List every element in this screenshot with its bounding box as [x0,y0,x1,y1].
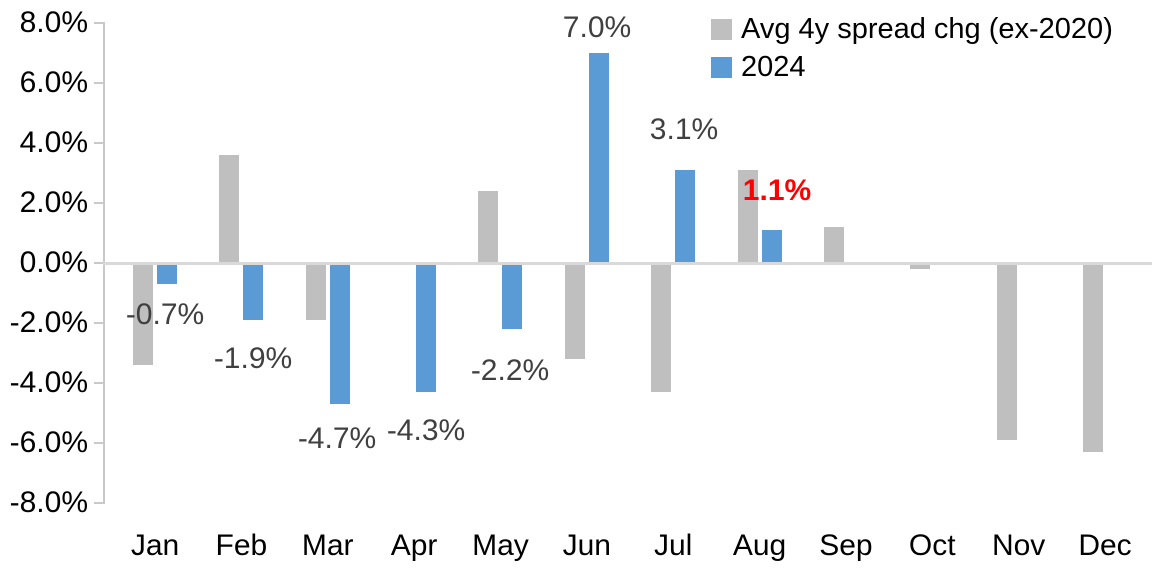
data-label-jul: 3.1% [649,113,719,146]
bar-2024-aug [761,230,782,263]
bar-2024-apr [416,263,437,392]
data-label-jun: 7.0% [562,11,632,44]
bar-2024-may [502,263,523,329]
bar-2024-jun [588,53,609,263]
data-label-aug: 1.1% [742,174,812,207]
x-axis-label-nov: Nov [991,529,1046,562]
x-axis-label-jul: Jul [653,529,693,562]
bar-avg-spread-feb [219,155,240,263]
y-axis-tick-mark [94,202,104,204]
data-label-may: -2.2% [470,354,550,387]
y-axis-tick-label: 8.0% [19,6,88,39]
y-axis-tick-mark [94,502,104,504]
x-axis-label-dec: Dec [1078,529,1132,562]
bar-avg-spread-mar [305,263,326,320]
data-label-mar: -4.7% [297,422,377,455]
bar-avg-spread-aug [737,170,758,263]
bar-avg-spread-jan [133,263,153,365]
y-axis-tick-label: -8.0% [9,486,88,519]
legend-item-avg-spread: Avg 4y spread chg (ex-2020) [711,10,1113,48]
bar-2024-jan [157,263,177,284]
y-axis-tick-mark [94,82,104,84]
bar-2024-feb [243,263,264,320]
x-axis-label-jan: Jan [130,529,180,562]
y-axis-tick-mark [94,142,104,144]
y-axis-tick-label: -2.0% [9,306,88,339]
bar-avg-spread-may [478,191,499,263]
bar-avg-spread-jul [651,263,672,392]
y-axis-tick-label: -6.0% [9,426,88,459]
data-label-feb: -1.9% [213,342,293,375]
bar-avg-spread-oct [910,263,931,269]
bar-2024-mar [329,263,350,404]
y-axis-tick-mark [94,382,104,384]
legend: Avg 4y spread chg (ex-2020) 2024 [711,10,1113,86]
y-axis-tick-mark [94,262,104,264]
x-axis-label-apr: Apr [390,529,438,562]
y-axis-tick-label: 0.0% [19,246,88,279]
x-axis-label-sep: Sep [819,529,873,562]
zero-gridline [103,262,1152,265]
legend-label-avg-spread: Avg 4y spread chg (ex-2020) [741,12,1113,45]
x-axis-label-may: May [472,529,529,562]
x-axis-label-jun: Jun [562,529,611,562]
legend-item-2024: 2024 [711,48,1113,86]
legend-swatch-2024 [711,56,732,78]
bar-avg-spread-jun [564,263,585,359]
y-axis-tick-mark [94,22,104,24]
y-axis-tick-label: 6.0% [19,66,88,99]
y-axis-tick-mark [94,442,104,444]
bar-avg-spread-dec [1083,263,1103,452]
y-axis-tick-label: 2.0% [19,186,88,219]
x-axis-label-mar: Mar [301,529,354,562]
data-label-apr: -4.3% [386,414,466,447]
legend-swatch-avg-spread [711,18,732,40]
bar-avg-spread-sep [823,227,844,263]
legend-label-2024: 2024 [741,50,806,83]
y-axis-tick-label: -4.0% [9,366,88,399]
data-label-jan: -0.7% [125,298,205,331]
x-axis-label-aug: Aug [732,529,787,562]
bar-2024-jul [675,170,696,263]
y-axis-tick-label: 4.0% [19,126,88,159]
bar-avg-spread-nov [996,263,1017,440]
x-axis-label-oct: Oct [908,529,956,562]
y-axis-tick-mark [94,322,104,324]
x-axis-label-feb: Feb [215,529,268,562]
